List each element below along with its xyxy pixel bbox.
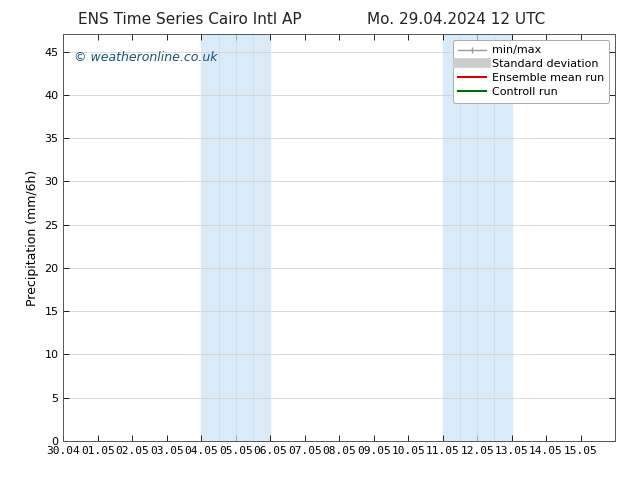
Y-axis label: Precipitation (mm/6h): Precipitation (mm/6h) [26,170,39,306]
Bar [443,34,512,441]
Legend: min/max, Standard deviation, Ensemble mean run, Controll run: min/max, Standard deviation, Ensemble me… [453,40,609,102]
Text: © weatheronline.co.uk: © weatheronline.co.uk [74,50,218,64]
Bar [202,34,270,441]
Text: Mo. 29.04.2024 12 UTC: Mo. 29.04.2024 12 UTC [367,12,546,27]
Text: ENS Time Series Cairo Intl AP: ENS Time Series Cairo Intl AP [79,12,302,27]
